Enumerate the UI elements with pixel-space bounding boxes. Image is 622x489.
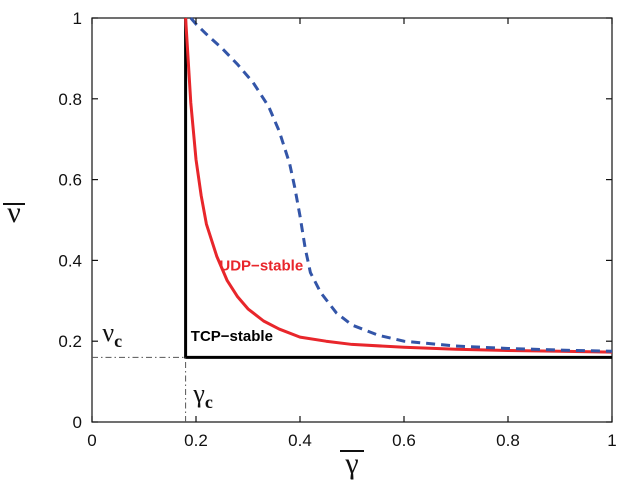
y-tick-label: 0.6	[58, 171, 82, 190]
annotation-layer: UDP−stable TCP−stable νc γc	[102, 258, 303, 412]
y-axis-label-text: ν	[7, 196, 21, 229]
annotation-label-1: TCP−stable	[191, 328, 273, 345]
x-axis-label-text: γ	[344, 447, 358, 480]
series-layer	[92, 17, 613, 422]
tick-layer: 0 0.2 0.4 0.6 0.8 1 0 0.2 0.4 0.6 0.8 1	[58, 9, 616, 450]
y-tick-label: 0	[73, 413, 82, 432]
annotation-marker-3: γc	[192, 379, 213, 412]
x-tick-label: 0.8	[496, 431, 520, 450]
series-solid-0	[184, 18, 612, 359]
x-axis-label: γ	[340, 447, 364, 480]
series-solid-1	[184, 17, 613, 354]
x-tick-label: 0.4	[288, 431, 312, 450]
plot-area	[91, 17, 613, 423]
x-tick-label: 0	[87, 431, 96, 450]
y-tick-label: 1	[73, 9, 82, 28]
y-tick-label: 0.2	[58, 332, 82, 351]
annotation-marker-2: νc	[102, 318, 122, 351]
y-tick-label: 0.8	[58, 90, 82, 109]
x-tick-label: 1	[607, 431, 616, 450]
y-axis-label: ν	[3, 196, 25, 229]
y-tick-label: 0.4	[58, 251, 82, 270]
series-dashed-2	[189, 17, 613, 353]
x-tick-label: 0.6	[392, 431, 416, 450]
x-tick-label: 0.2	[184, 431, 208, 450]
annotation-label-0: UDP−stable	[219, 258, 303, 275]
